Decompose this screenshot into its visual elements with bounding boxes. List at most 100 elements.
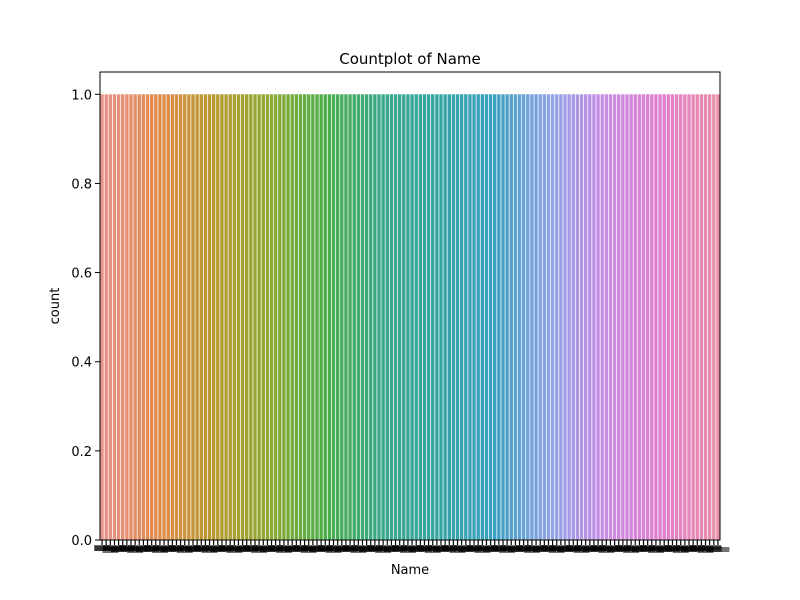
y-tick-label: 0.0 <box>71 534 92 549</box>
bar <box>431 94 435 540</box>
bars-group <box>100 94 720 540</box>
bar <box>344 94 348 540</box>
bar <box>402 94 406 540</box>
y-tick-label: 0.6 <box>71 267 92 282</box>
bar <box>650 94 654 540</box>
y-tick-label: 0.8 <box>71 177 92 192</box>
bar <box>385 94 389 540</box>
bar <box>670 94 675 540</box>
bar <box>253 94 257 540</box>
bar <box>154 94 158 540</box>
bar <box>228 94 232 540</box>
bar <box>116 94 121 540</box>
bar <box>174 94 179 540</box>
x-axis-title: Name <box>391 563 429 578</box>
bar <box>211 94 216 540</box>
bar <box>517 94 522 540</box>
bar <box>712 94 716 540</box>
bar <box>426 94 431 540</box>
y-tick-label: 0.2 <box>71 445 92 460</box>
bar <box>443 94 447 540</box>
bar <box>509 94 513 540</box>
bar <box>278 94 282 540</box>
bar <box>654 94 658 540</box>
bar <box>559 94 563 540</box>
bar <box>447 94 451 540</box>
bar <box>476 94 480 540</box>
bar <box>538 94 542 540</box>
y-tick-label: 1.0 <box>71 88 92 103</box>
bar <box>608 94 613 540</box>
bar <box>261 94 265 540</box>
bar <box>290 94 294 540</box>
bar <box>695 94 699 540</box>
bar <box>315 94 319 540</box>
bar <box>327 94 332 540</box>
bar <box>546 94 551 540</box>
bar <box>501 94 505 540</box>
bar <box>245 94 249 540</box>
bar <box>699 94 704 540</box>
bar <box>617 94 621 540</box>
bar <box>216 94 220 540</box>
bar <box>348 94 352 540</box>
bar <box>658 94 662 540</box>
bar <box>187 94 191 540</box>
bar <box>493 94 497 540</box>
bar <box>331 94 336 540</box>
bar <box>224 94 228 540</box>
bar <box>480 94 485 540</box>
bar <box>220 94 224 540</box>
bar <box>484 94 489 540</box>
bar <box>232 94 237 540</box>
bar <box>596 94 600 540</box>
bar <box>555 94 559 540</box>
bar <box>269 94 274 540</box>
bar <box>356 94 361 540</box>
bar <box>592 94 596 540</box>
bar <box>488 94 493 540</box>
y-axis-ticks: 0.0 0.2 0.4 0.6 0.8 1.0 <box>71 88 100 549</box>
x-axis-ticks <box>94 540 730 553</box>
bar <box>410 94 414 540</box>
bar <box>199 94 203 540</box>
bar <box>455 94 460 540</box>
bar <box>282 94 286 540</box>
bar <box>666 94 671 540</box>
bar <box>579 94 584 540</box>
bar <box>257 94 261 540</box>
bar <box>302 94 307 540</box>
bar <box>633 94 637 540</box>
bar <box>662 94 666 540</box>
bar <box>459 94 464 540</box>
bar <box>464 94 468 540</box>
bar <box>583 94 588 540</box>
bar <box>360 94 365 540</box>
bar <box>588 94 592 540</box>
bar <box>100 94 104 540</box>
bar <box>513 94 518 540</box>
bar <box>530 94 534 540</box>
bar <box>323 94 327 540</box>
plot-frame <box>99 71 721 541</box>
bar <box>550 94 555 540</box>
bar <box>249 94 253 540</box>
bar <box>521 94 526 540</box>
bar <box>183 94 187 540</box>
bar <box>468 94 472 540</box>
bar <box>393 94 398 540</box>
bar <box>612 94 617 540</box>
bar <box>125 94 129 540</box>
bar <box>418 94 423 540</box>
bar <box>137 94 141 540</box>
bar <box>406 94 410 540</box>
bar <box>505 94 509 540</box>
bar <box>170 94 175 540</box>
bar <box>691 94 695 540</box>
bar <box>571 94 575 540</box>
bar <box>265 94 270 540</box>
bar <box>381 94 385 540</box>
x-tick-label <box>706 547 730 552</box>
bar <box>133 94 137 540</box>
bar <box>352 94 356 540</box>
